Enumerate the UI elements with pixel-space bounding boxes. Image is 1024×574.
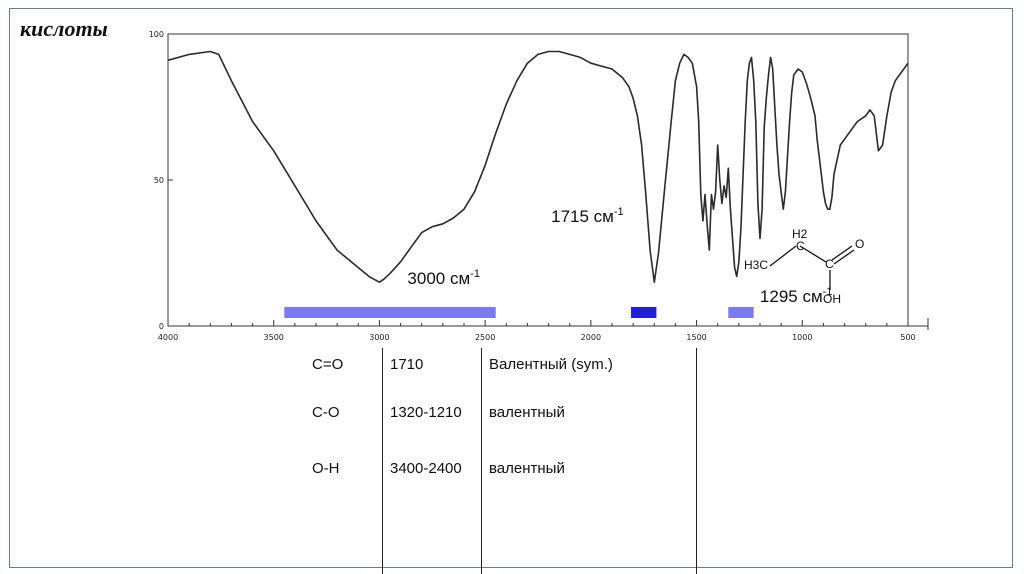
spectrum-plot (167, 50, 909, 284)
o-label: O (855, 237, 864, 251)
table-divider (696, 348, 697, 574)
peak-annotation: 1295 см-1 (760, 286, 833, 306)
c-label: C (825, 257, 834, 271)
h2-label: H2 (792, 227, 808, 241)
x-tick-label: 4000 (158, 333, 178, 342)
bond-line (799, 245, 827, 263)
y-tick-label: 0 (159, 322, 164, 331)
spectrum-line (167, 50, 909, 284)
table-cell-bond: C-O (312, 404, 340, 421)
table-cell-type: валентный (489, 460, 565, 477)
absorption-band (631, 307, 657, 318)
y-tick-label: 50 (154, 176, 164, 185)
c-label: C (796, 239, 805, 253)
h3c-label: H3C (744, 258, 768, 272)
table-cell-bond: C=O (312, 356, 344, 373)
x-tick-label: 1000 (792, 333, 812, 342)
oh-label: OH (823, 292, 841, 306)
table-cell-type: валентный (489, 404, 565, 421)
slide-frame (9, 8, 1013, 568)
bond-line (831, 245, 853, 261)
absorption-band (284, 307, 496, 318)
bond-line (769, 245, 797, 267)
chart-axes: 4000 3500 3000 2500 2000 1500 1000 500 0 50 100 (149, 30, 929, 342)
y-tick-label: 100 (149, 30, 164, 39)
x-tick-label: 500 (900, 333, 915, 342)
x-tick-label: 3000 (369, 333, 389, 342)
table-cell-range: 3400-2400 (390, 460, 462, 477)
propanoic-acid-structure: H3C H2 C C O OH (744, 227, 864, 306)
absorption-band (728, 307, 754, 318)
x-tick-label: 2000 (581, 333, 601, 342)
table-cell-range: 1320-1210 (390, 404, 462, 421)
x-tick-label: 2500 (475, 333, 495, 342)
peak-annotation: 3000 см-1 (407, 268, 480, 288)
slide-title: кислоты (20, 16, 108, 41)
bond-line (833, 249, 855, 265)
table-divider (481, 348, 482, 574)
table-divider (382, 348, 383, 574)
peak-annotations: 3000 см-1 1715 см-1 1295 см-1 (407, 206, 832, 306)
x-tick-label: 1500 (686, 333, 706, 342)
table-cell-bond: O-H (312, 460, 340, 477)
plot-border (167, 33, 909, 327)
table-cell-type: Валентный (sym.) (489, 356, 613, 373)
x-tick-label: 3500 (264, 333, 284, 342)
peak-annotation: 1715 см-1 (551, 206, 624, 226)
absorption-bands (284, 307, 754, 318)
table-cell-range: 1710 (390, 356, 424, 373)
